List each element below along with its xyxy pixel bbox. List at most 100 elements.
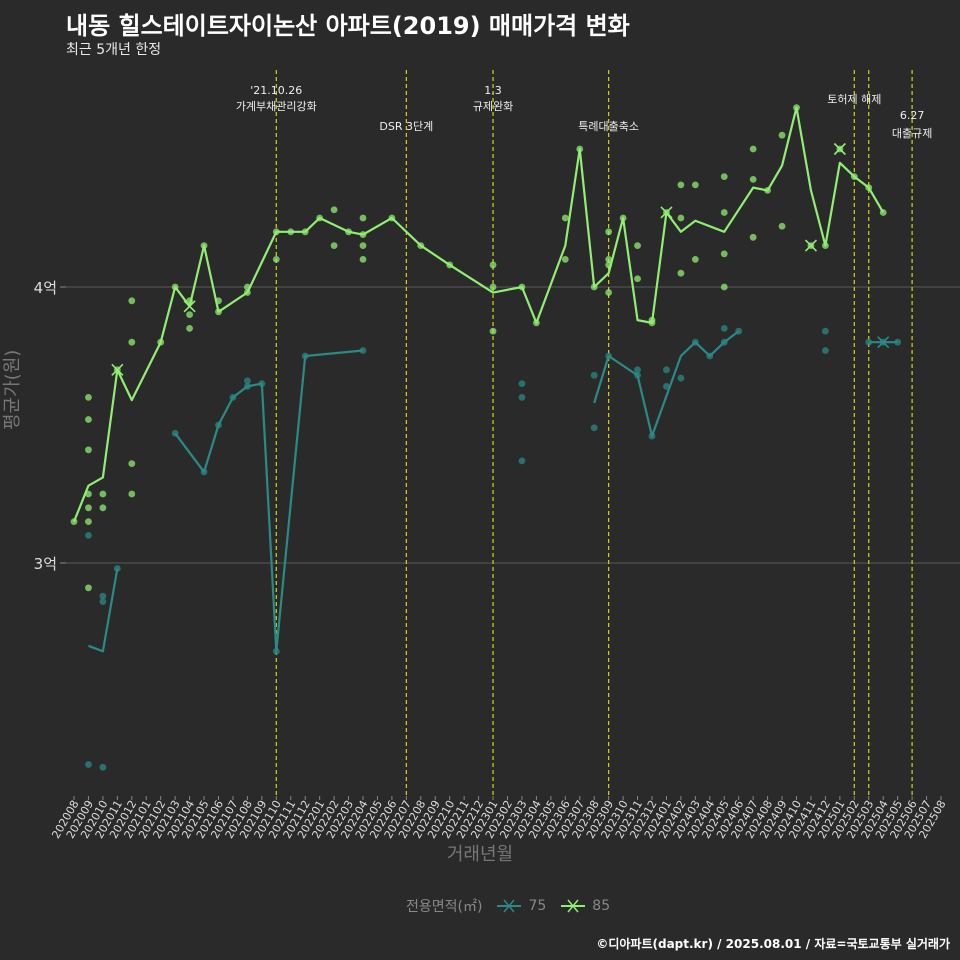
data-point-85 <box>85 416 92 423</box>
data-point-75 <box>113 565 121 572</box>
data-point-85 <box>720 209 728 216</box>
data-point-85 <box>793 104 800 111</box>
data-point-85 <box>359 231 367 238</box>
event-label: 특례대출축소 <box>578 120 639 133</box>
legend-title: 전용면적(㎡) <box>406 899 483 915</box>
data-point-85 <box>489 261 497 269</box>
data-point-85 <box>85 394 92 401</box>
legend-label-75: 75 <box>528 898 547 914</box>
data-point-75 <box>634 366 641 374</box>
data-point-85 <box>822 242 829 250</box>
cross-marker-75 <box>877 336 890 349</box>
data-point-75 <box>258 380 266 387</box>
chart-title: 내동 힐스테이트자이논산 아파트(2019) 매매가격 변화 <box>66 12 630 40</box>
event-label: DSR 3단계 <box>379 120 433 133</box>
data-point-85 <box>677 214 685 222</box>
data-point-85 <box>605 289 613 296</box>
data-point-85 <box>359 242 367 250</box>
data-point-75 <box>229 394 237 401</box>
data-point-85 <box>85 446 92 454</box>
data-point-75 <box>590 371 598 379</box>
data-point-85 <box>215 297 222 305</box>
data-point-85 <box>720 283 728 291</box>
data-point-75 <box>663 382 670 390</box>
data-point-85 <box>518 283 526 291</box>
legend-key-75 <box>497 899 522 913</box>
data-point-85 <box>359 214 367 222</box>
y-tick-label: 4억 <box>34 279 57 297</box>
data-point-85 <box>128 297 136 305</box>
data-point-75 <box>244 382 251 390</box>
data-point-85 <box>605 261 613 269</box>
data-point-85 <box>634 242 641 250</box>
data-point-85 <box>605 256 613 263</box>
data-point-85 <box>244 289 251 296</box>
data-point-75 <box>518 380 526 387</box>
data-point-85 <box>157 338 165 346</box>
data-point-85 <box>316 214 324 222</box>
data-point-85 <box>561 256 569 263</box>
legend-key-85 <box>561 899 586 913</box>
series-line-75 <box>88 568 119 653</box>
data-point-75 <box>85 532 92 539</box>
data-point-85 <box>388 214 396 222</box>
data-point-85 <box>533 319 540 327</box>
data-point-85 <box>171 283 179 291</box>
series-line-75 <box>593 330 740 438</box>
data-point-75 <box>677 374 685 382</box>
data-point-85 <box>85 490 92 498</box>
data-point-85 <box>417 242 425 250</box>
data-point-85 <box>576 145 584 153</box>
event-label: 가계부채관리강화 <box>236 100 317 113</box>
data-point-85 <box>561 214 569 222</box>
data-point-85 <box>244 283 251 291</box>
data-point-85 <box>359 256 367 263</box>
data-point-85 <box>677 181 685 189</box>
data-point-75 <box>215 421 222 429</box>
data-point-75 <box>200 468 208 476</box>
data-point-75 <box>691 338 699 346</box>
data-point-85 <box>330 206 338 214</box>
data-point-85 <box>186 297 194 305</box>
data-point-75 <box>301 352 309 360</box>
data-point-85 <box>99 504 107 512</box>
y-tick-label: 3억 <box>34 555 57 573</box>
data-point-85 <box>634 275 641 283</box>
data-point-75 <box>518 394 526 401</box>
data-point-85 <box>850 173 858 181</box>
legend-item-85: 85 <box>560 898 610 914</box>
chart-subtitle: 최근 5개년 한정 <box>66 42 162 58</box>
data-point-75 <box>894 338 902 346</box>
data-point-75 <box>272 647 280 655</box>
data-point-85 <box>287 228 295 236</box>
data-point-85 <box>764 187 771 194</box>
legend: 전용면적(㎡) 75 85 <box>406 896 610 916</box>
cross-marker-85 <box>804 239 818 252</box>
data-point-75 <box>663 366 670 374</box>
data-point-85 <box>128 338 136 346</box>
data-point-85 <box>677 269 685 277</box>
data-point-85 <box>446 261 454 269</box>
data-point-85 <box>301 228 309 236</box>
data-point-85 <box>605 228 613 236</box>
data-point-85 <box>330 242 338 250</box>
series-line-85 <box>72 106 885 523</box>
data-point-85 <box>99 490 107 498</box>
data-point-75 <box>706 352 714 360</box>
data-point-85 <box>749 175 757 183</box>
data-point-85 <box>691 181 699 189</box>
data-point-85 <box>70 518 78 525</box>
data-point-85 <box>85 518 92 525</box>
source-caption: ©디아파트(dapt.kr) / 2025.08.01 / 자료=국토교통부 실… <box>596 937 950 951</box>
data-point-85 <box>345 228 352 236</box>
event-label: 규제완화 <box>473 100 513 113</box>
data-point-75 <box>648 432 656 440</box>
data-point-85 <box>879 209 887 216</box>
data-point-75 <box>590 424 598 432</box>
data-point-75 <box>99 598 107 606</box>
event-label: 토허제 해제 <box>827 92 881 106</box>
data-point-85 <box>691 256 699 263</box>
event-label: 1.3 <box>484 84 502 97</box>
data-point-85 <box>648 319 656 327</box>
series-line-75 <box>174 349 364 653</box>
